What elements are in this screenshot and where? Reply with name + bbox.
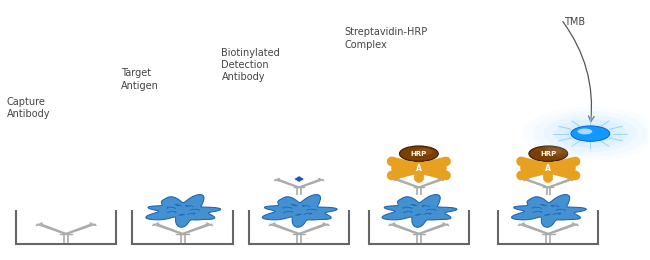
- Text: TMB: TMB: [564, 17, 586, 27]
- Polygon shape: [382, 194, 457, 227]
- Circle shape: [578, 128, 592, 134]
- Polygon shape: [512, 194, 586, 227]
- Circle shape: [529, 146, 567, 161]
- Text: Biotinylated
Detection
Antibody: Biotinylated Detection Antibody: [222, 48, 280, 82]
- Text: A: A: [545, 164, 551, 173]
- Circle shape: [545, 148, 562, 155]
- Polygon shape: [294, 176, 305, 183]
- Polygon shape: [146, 194, 220, 227]
- Polygon shape: [543, 176, 554, 183]
- Circle shape: [523, 107, 650, 161]
- Polygon shape: [263, 194, 337, 227]
- Text: Capture
Antibody: Capture Antibody: [6, 96, 50, 119]
- Polygon shape: [413, 176, 424, 183]
- Text: HRP: HRP: [540, 151, 556, 157]
- Text: Target
Antigen: Target Antigen: [121, 68, 159, 91]
- Circle shape: [533, 111, 647, 156]
- Circle shape: [554, 119, 627, 148]
- Circle shape: [400, 146, 438, 161]
- Text: HRP: HRP: [411, 151, 427, 157]
- Circle shape: [571, 126, 610, 141]
- Text: A: A: [416, 164, 422, 173]
- Circle shape: [544, 115, 637, 152]
- Text: Streptavidin-HRP
Complex: Streptavidin-HRP Complex: [344, 27, 428, 49]
- Circle shape: [565, 124, 616, 144]
- Circle shape: [415, 148, 432, 155]
